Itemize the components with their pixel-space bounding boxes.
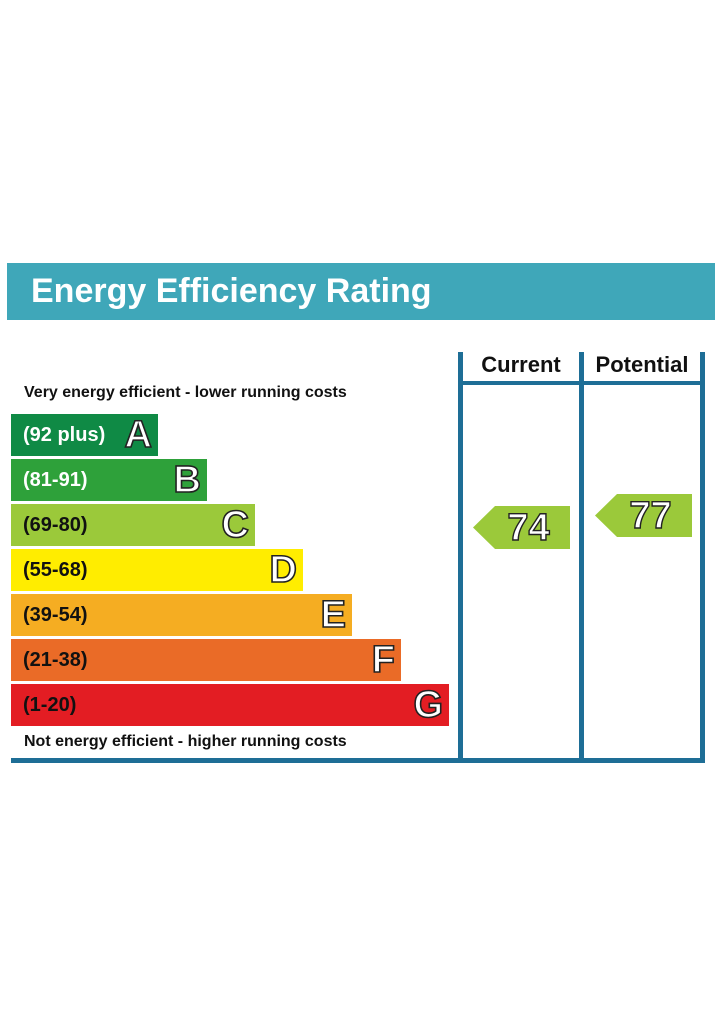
band-a: (92 plus) A: [11, 413, 158, 457]
frame-left-line: [458, 352, 463, 761]
frame-middle-line: [579, 352, 584, 761]
band-f: (21-38) F: [11, 638, 401, 682]
current-rating-arrow: 74: [473, 506, 570, 550]
band-letter: B: [173, 458, 202, 502]
band-range-label: (39-54): [23, 604, 88, 626]
band-letter: G: [413, 683, 444, 727]
band-range-label: (92 plus): [23, 424, 106, 446]
band-letter: A: [124, 413, 153, 457]
band-letter: F: [371, 638, 396, 682]
current-rating-value: 74: [507, 506, 551, 549]
frame-header-line: [458, 381, 705, 385]
efficient-note: Very energy efficient - lower running co…: [24, 384, 347, 401]
band-range-label: (69-80): [23, 514, 88, 536]
band-b: (81-91) B: [11, 458, 207, 502]
inefficient-note: Not energy efficient - higher running co…: [24, 733, 347, 750]
band-d: (55-68) D: [11, 548, 303, 592]
band-letter: C: [221, 503, 250, 547]
potential-rating-value: 77: [629, 494, 673, 537]
frame-bottom-line: [11, 758, 705, 763]
band-e: (39-54) E: [11, 593, 352, 637]
band-letter: E: [320, 593, 347, 637]
title-banner: Energy Efficiency Rating: [7, 263, 715, 320]
band-g: (1-20) G: [11, 683, 449, 727]
band-range-label: (21-38): [23, 649, 88, 671]
current-column-header: Current: [481, 352, 561, 377]
chart-title: Energy Efficiency Rating: [31, 272, 432, 310]
band-letter: D: [269, 548, 298, 592]
band-range-label: (1-20): [23, 694, 77, 716]
potential-rating-arrow: 77: [595, 494, 692, 538]
band-c: (69-80) C: [11, 503, 255, 547]
band-range-label: (55-68): [23, 559, 88, 581]
potential-column-header: Potential: [595, 352, 689, 377]
band-range-label: (81-91): [23, 469, 88, 491]
frame-right-line: [700, 352, 705, 761]
